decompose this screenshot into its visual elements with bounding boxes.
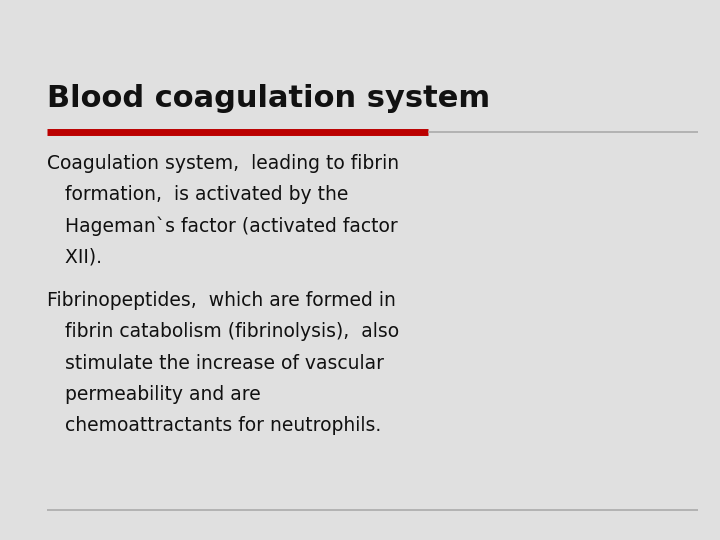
- Text: XII).: XII).: [47, 248, 102, 267]
- Text: formation,  is activated by the: formation, is activated by the: [47, 185, 348, 204]
- Text: Fibrinopeptides,  which are formed in: Fibrinopeptides, which are formed in: [47, 291, 396, 310]
- Text: permeability and are: permeability and are: [47, 385, 261, 404]
- Text: stimulate the increase of vascular: stimulate the increase of vascular: [47, 354, 384, 373]
- Text: Blood coagulation system: Blood coagulation system: [47, 84, 490, 113]
- Text: chemoattractants for neutrophils.: chemoattractants for neutrophils.: [47, 416, 381, 435]
- Text: fibrin catabolism (fibrinolysis),  also: fibrin catabolism (fibrinolysis), also: [47, 322, 399, 341]
- Text: Hageman`s factor (activated factor: Hageman`s factor (activated factor: [47, 217, 397, 236]
- Text: Coagulation system,  leading to fibrin: Coagulation system, leading to fibrin: [47, 154, 399, 173]
